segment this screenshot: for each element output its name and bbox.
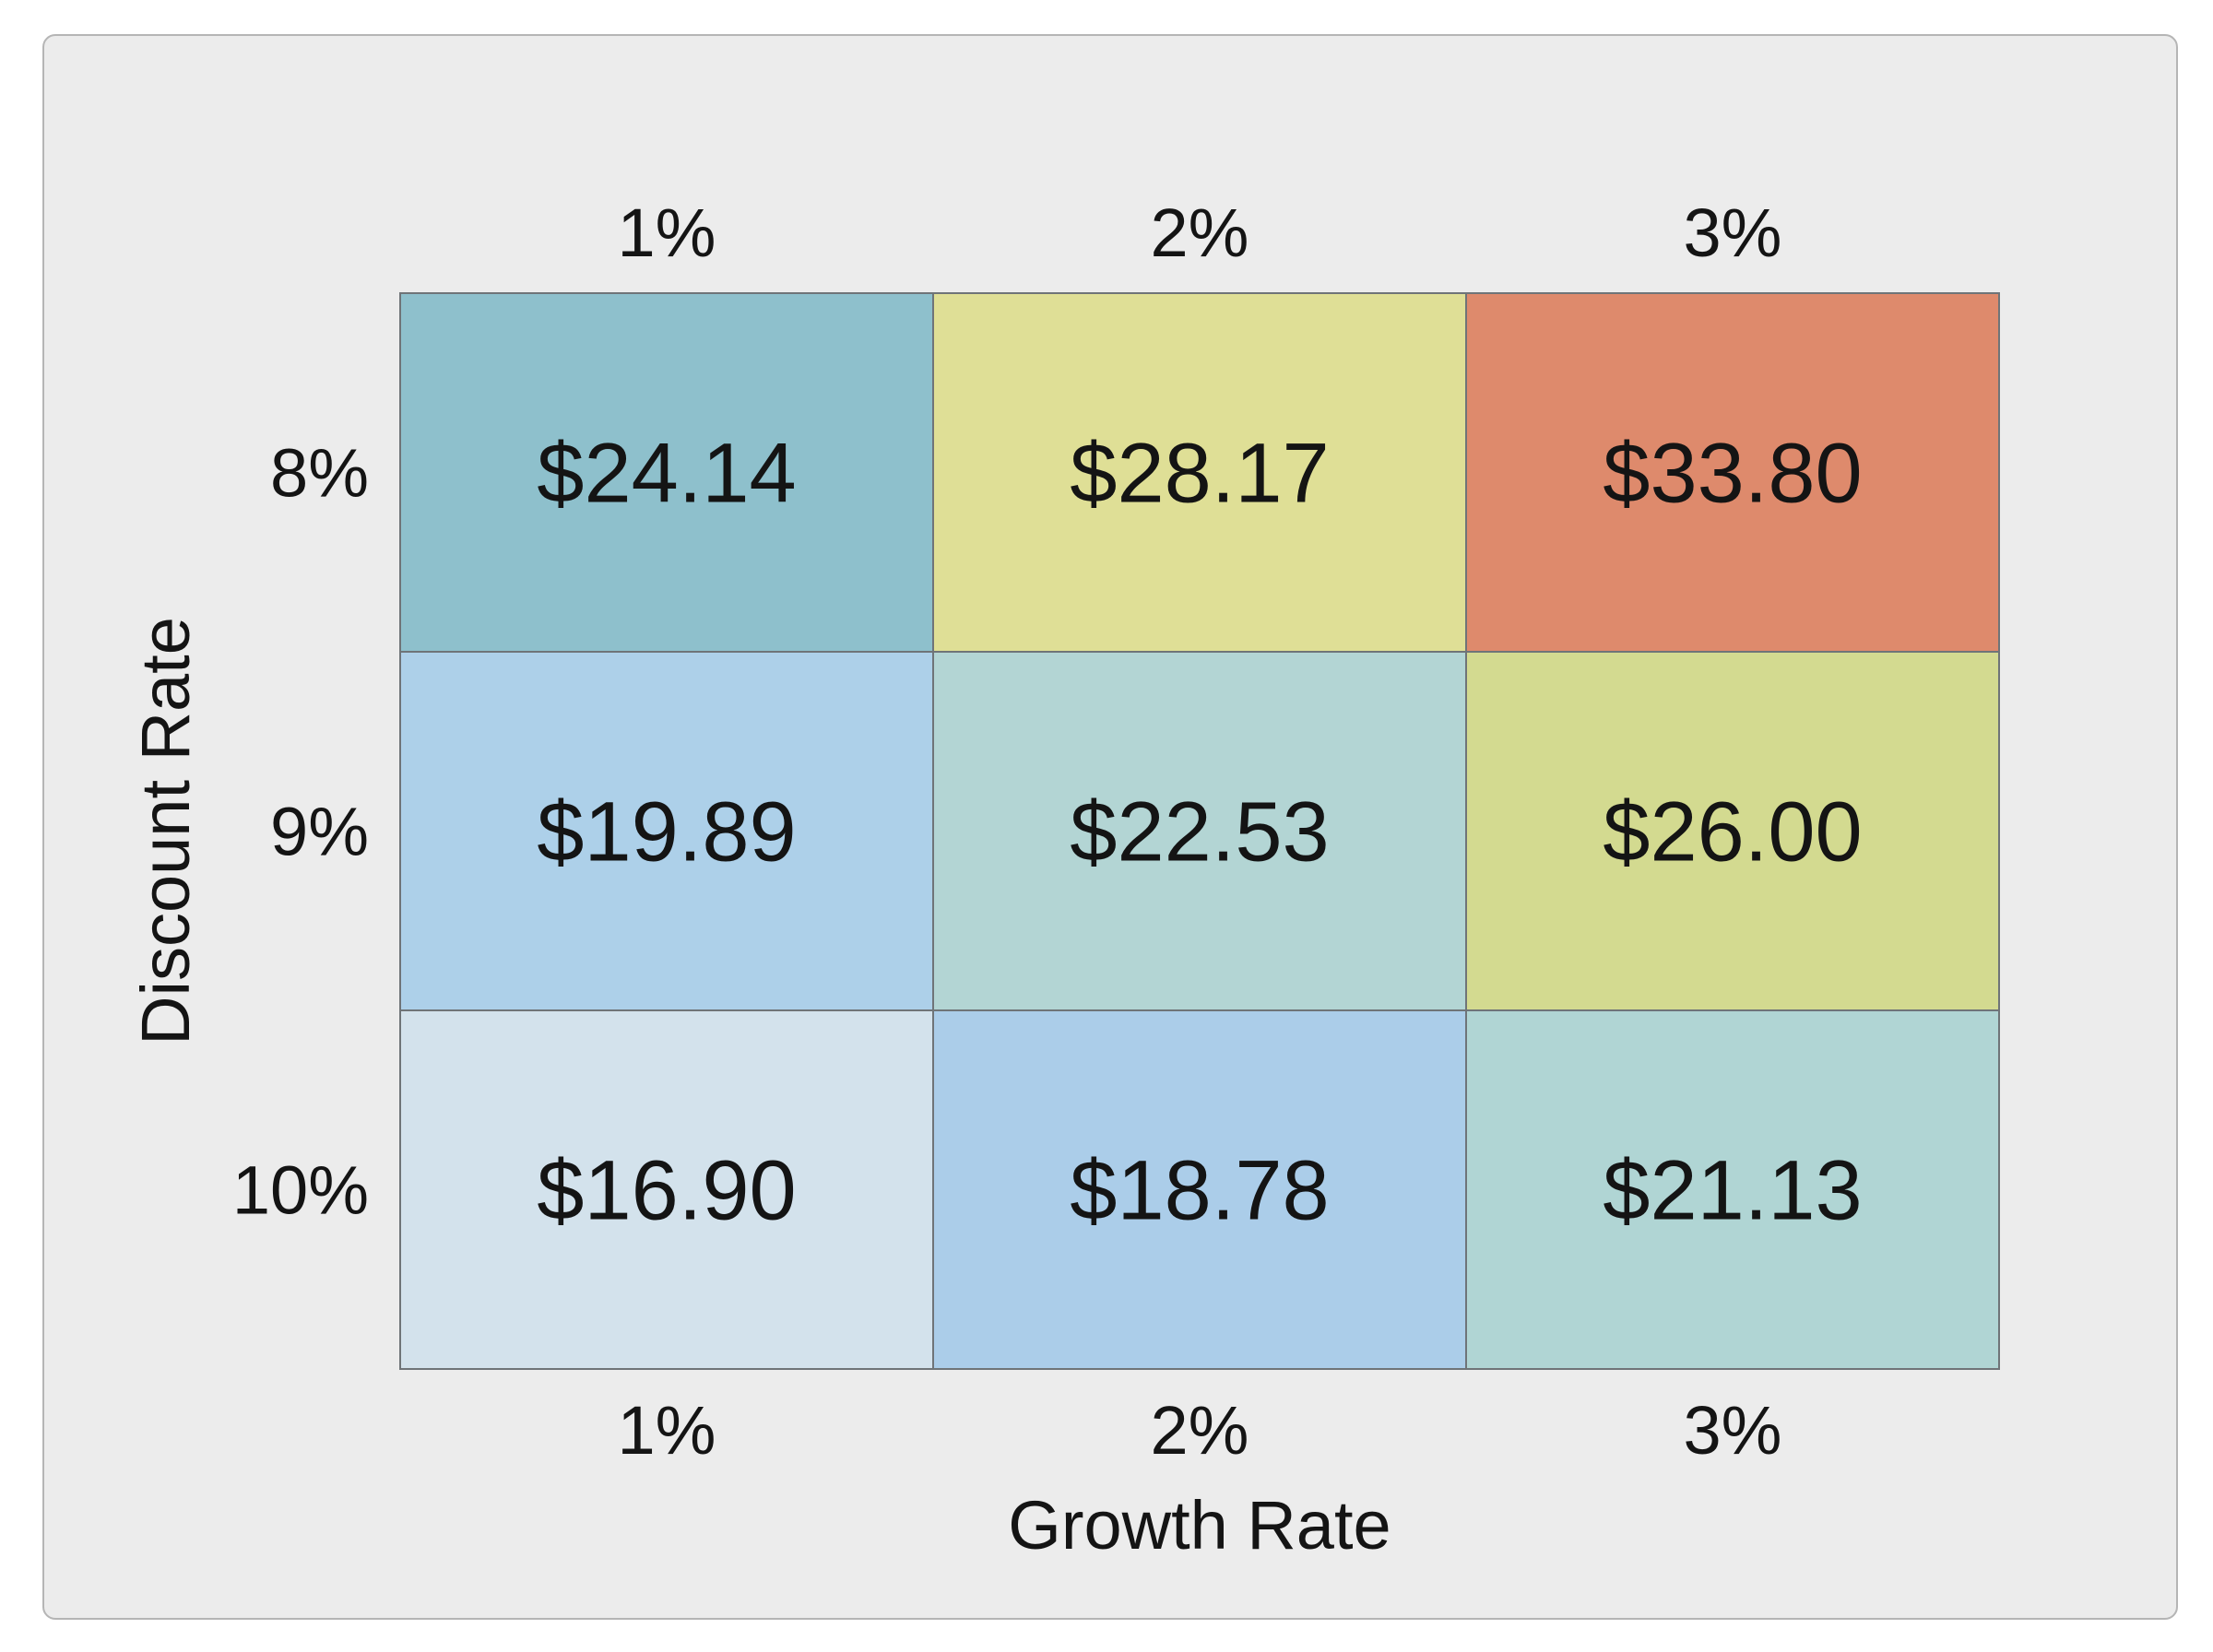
y-axis-title: Discount Rate bbox=[127, 617, 204, 1045]
heatmap-cell-r3-c3 bbox=[1465, 1009, 2000, 1370]
y-tick-3: 10% bbox=[232, 1152, 369, 1229]
heatmap-cell-r2-c1 bbox=[399, 651, 934, 1011]
cell-value-r3-c1: $16.90 bbox=[537, 1144, 796, 1238]
x-tick-top-1: 1% bbox=[618, 195, 716, 271]
heatmap-cell-r1-c1 bbox=[399, 292, 934, 653]
x-tick-top-3: 3% bbox=[1684, 195, 1782, 271]
heatmap-cell-r3-c1 bbox=[399, 1009, 934, 1370]
heatmap-cell-r1-c2 bbox=[932, 292, 1467, 653]
cell-value-r3-c2: $18.78 bbox=[1070, 1144, 1329, 1238]
x-tick-bottom-2: 2% bbox=[1151, 1392, 1249, 1469]
cell-value-r1-c2: $28.17 bbox=[1070, 427, 1329, 521]
x-tick-bottom-3: 3% bbox=[1684, 1392, 1782, 1469]
y-tick-labels: 8% 9% 10% bbox=[232, 435, 369, 1229]
cell-value-r1-c3: $33.80 bbox=[1603, 427, 1862, 521]
heatmap-cells bbox=[399, 292, 2000, 1370]
x-tick-top-2: 2% bbox=[1151, 195, 1249, 271]
x-axis-title: Growth Rate bbox=[1008, 1487, 1391, 1564]
y-tick-2: 9% bbox=[270, 794, 369, 870]
heatmap-cell-r2-c3 bbox=[1465, 651, 2000, 1011]
x-tick-labels-top: 1% 2% 3% bbox=[618, 195, 1782, 271]
heatmap-cell-labels: $24.14 $28.17 $33.80 $19.89 $22.53 $26.00 $16.… bbox=[537, 427, 1862, 1238]
heatmap-cell-r3-c2 bbox=[932, 1009, 1467, 1370]
y-tick-1: 8% bbox=[270, 435, 369, 512]
x-tick-labels-bottom: 1% 2% 3% bbox=[618, 1392, 1782, 1469]
cell-value-r3-c3: $21.13 bbox=[1603, 1144, 1862, 1238]
cell-value-r2-c2: $22.53 bbox=[1070, 785, 1329, 879]
cell-value-r2-c3: $26.00 bbox=[1603, 785, 1862, 879]
x-tick-bottom-1: 1% bbox=[618, 1392, 716, 1469]
heatmap-cell-r2-c2 bbox=[932, 651, 1467, 1011]
cell-value-r1-c1: $24.14 bbox=[537, 427, 796, 521]
cell-value-r2-c1: $19.89 bbox=[537, 785, 796, 879]
heatmap-cell-r1-c3 bbox=[1465, 292, 2000, 653]
